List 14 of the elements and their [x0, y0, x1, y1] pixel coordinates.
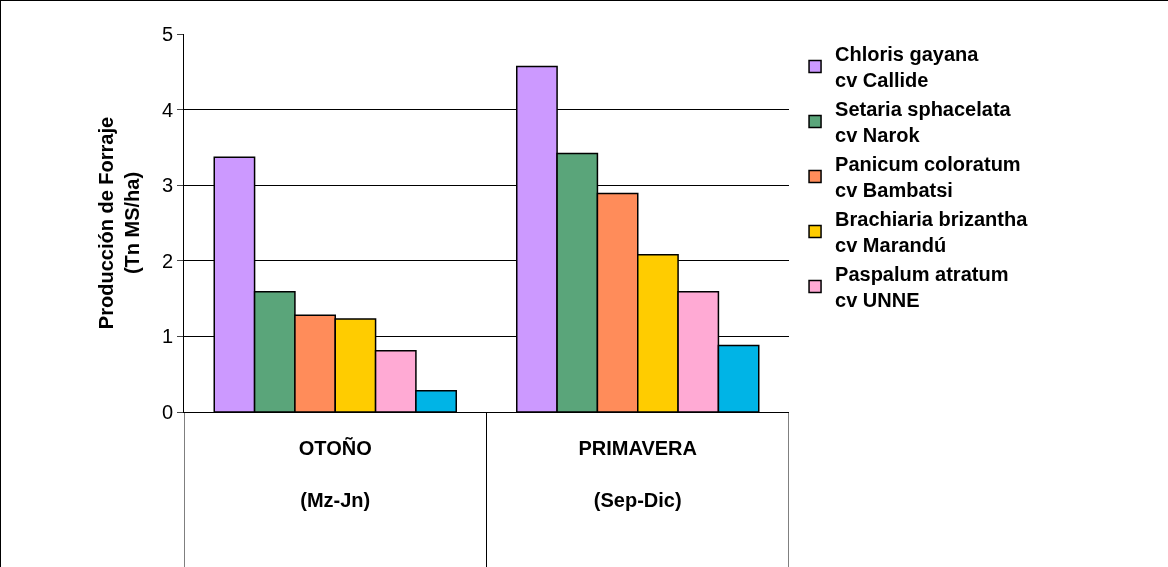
legend-label: Panicum coloratum cv Bambatsi: [835, 153, 1021, 202]
legend-label: Brachiaria brizantha cv Marandú: [835, 208, 1029, 257]
y-tick-label: 3: [161, 174, 173, 197]
legend-label: Setaria sphacelata cv Narok: [835, 98, 1012, 147]
legend-label: Chloris gayana cv Callide: [835, 43, 980, 92]
y-tick-label: 0: [161, 401, 173, 423]
y-tick-label: 2: [161, 249, 173, 272]
y-tick-label: 1: [161, 325, 173, 348]
category-label: PRIMAVERA (Sep-Dic): [578, 437, 698, 511]
y-tick-label: 4: [161, 98, 173, 121]
y-axis-title: Producción de Forraje (Tn MS/ha): [95, 116, 144, 330]
y-tick-label: 5: [161, 23, 173, 45]
legend-label: Paspalum atratum cv UNNE: [835, 263, 1009, 312]
category-label: OTOÑO (Mz-Jn): [298, 437, 372, 511]
